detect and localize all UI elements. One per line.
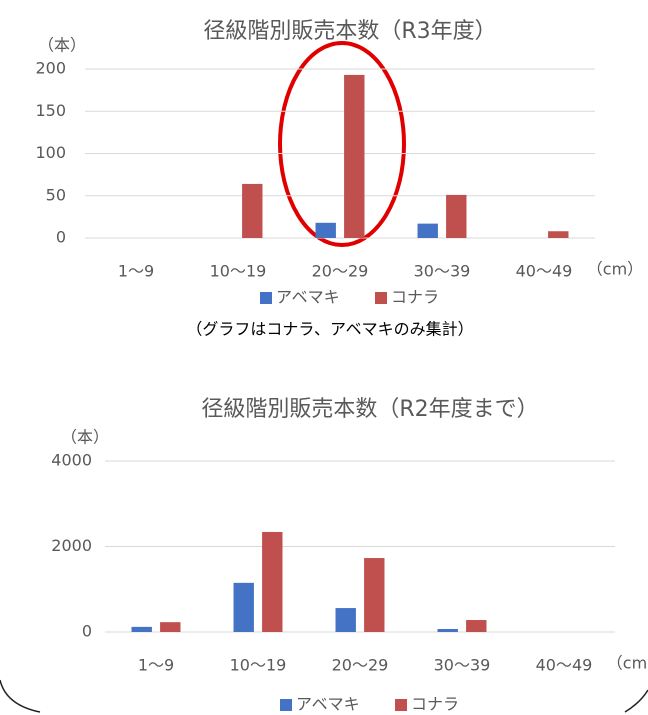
legend-label: コナラ bbox=[411, 695, 459, 714]
legend-label: アベマキ bbox=[276, 288, 340, 307]
chart-title: 径級階別販売本数（R3年度） bbox=[203, 19, 496, 44]
bar bbox=[344, 74, 365, 238]
bar bbox=[466, 620, 487, 632]
x-axis-label: （cm） bbox=[607, 654, 648, 673]
bar bbox=[437, 629, 458, 632]
bar bbox=[364, 558, 385, 632]
bar bbox=[335, 608, 356, 632]
y-tick-label: 100 bbox=[35, 143, 66, 162]
legend-swatch bbox=[260, 292, 272, 304]
x-tick-label: 10～19 bbox=[230, 656, 287, 675]
corner-curve bbox=[0, 679, 41, 713]
bar bbox=[417, 223, 438, 238]
legend-swatch bbox=[375, 292, 387, 304]
bar bbox=[548, 231, 569, 238]
bar bbox=[315, 222, 336, 238]
y-tick-label: 4000 bbox=[51, 451, 92, 470]
x-tick-label: 1～9 bbox=[118, 262, 154, 281]
y-tick-label: 50 bbox=[46, 185, 66, 204]
y-tick-label: 0 bbox=[56, 228, 66, 247]
x-tick-label: 40～49 bbox=[516, 262, 573, 281]
x-tick-label: 40～49 bbox=[536, 656, 593, 675]
legend-swatch bbox=[395, 699, 407, 711]
bar bbox=[262, 531, 283, 632]
y-axis-label: （本） bbox=[38, 36, 86, 55]
chart-note: （グラフはコナラ、アベマキのみ集計） bbox=[186, 320, 473, 339]
x-tick-label: 30～39 bbox=[434, 656, 491, 675]
x-axis-label: （cm） bbox=[587, 260, 643, 279]
bar bbox=[160, 622, 181, 632]
bar bbox=[242, 183, 263, 238]
bar bbox=[233, 582, 254, 632]
chart-title: 径級階別販売本数（R2年度まで） bbox=[201, 397, 538, 422]
legend-label: コナラ bbox=[391, 288, 439, 307]
x-tick-label: 10～19 bbox=[210, 262, 267, 281]
legend-label: アベマキ bbox=[296, 695, 360, 714]
x-tick-label: 20～29 bbox=[312, 262, 369, 281]
x-tick-label: 1～9 bbox=[138, 656, 174, 675]
bar bbox=[446, 194, 467, 238]
legend-swatch bbox=[280, 699, 292, 711]
y-tick-label: 0 bbox=[82, 622, 92, 641]
highlight-ellipse bbox=[278, 41, 406, 247]
x-tick-label: 30～39 bbox=[414, 262, 471, 281]
x-tick-label: 20～29 bbox=[332, 656, 389, 675]
y-tick-label: 2000 bbox=[51, 536, 92, 555]
y-tick-label: 150 bbox=[35, 101, 66, 120]
corner-curve bbox=[624, 689, 648, 713]
bar bbox=[131, 626, 152, 632]
y-tick-label: 200 bbox=[35, 59, 66, 78]
y-axis-label: （本） bbox=[61, 428, 109, 447]
